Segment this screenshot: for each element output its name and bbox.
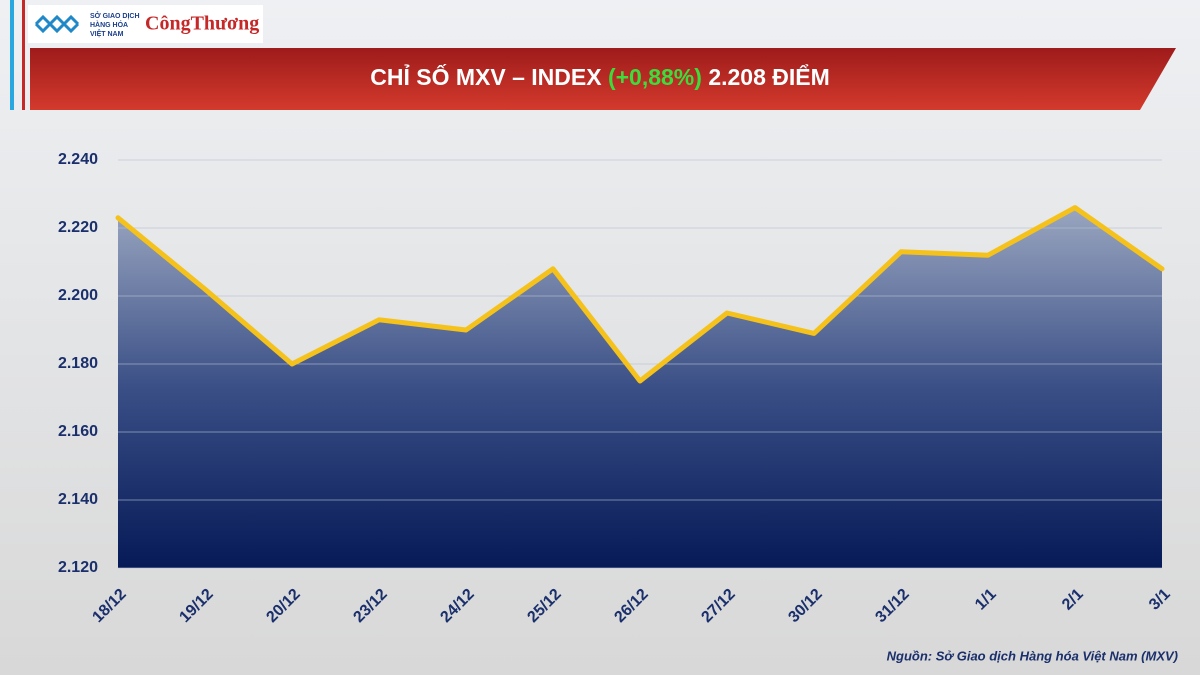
logo-box — [28, 5, 263, 43]
title-banner — [30, 48, 1176, 110]
logo-text: VIỆT NAM — [90, 29, 124, 38]
logo-brand: CôngThương — [145, 13, 259, 35]
y-tick-label: 2.240 — [58, 151, 98, 168]
chart-title: CHỈ SỐ MXV – INDEX (+0,88%) 2.208 ĐIỂM — [370, 62, 830, 90]
accent-bar — [10, 0, 14, 110]
y-tick-label: 2.140 — [58, 491, 98, 508]
y-tick-label: 2.120 — [58, 559, 98, 576]
source-note: Nguồn: Sở Giao dịch Hàng hóa Việt Nam (M… — [887, 648, 1178, 663]
area — [118, 207, 1162, 568]
y-tick-label: 2.160 — [58, 423, 98, 440]
y-tick-label: 2.220 — [58, 219, 98, 236]
logo-text: SỞ GIAO DỊCH — [90, 11, 140, 20]
y-tick-label: 2.200 — [58, 287, 98, 304]
accent-bar — [22, 0, 25, 110]
y-tick-label: 2.180 — [58, 355, 98, 372]
line — [115, 205, 1165, 384]
title-text: CHỈ SỐ MXV – INDEX — [370, 62, 602, 90]
logo-text: HÀNG HÓA — [90, 20, 128, 29]
title-change: (+0,88%) — [608, 64, 702, 90]
title-value: 2.208 ĐIỂM — [708, 63, 829, 90]
logo-icon — [34, 14, 80, 34]
